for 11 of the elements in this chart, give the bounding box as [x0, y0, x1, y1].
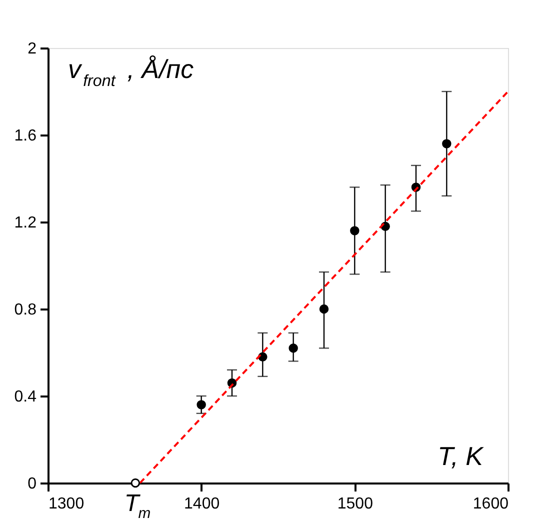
x-tick-label: 1300: [48, 496, 84, 512]
y-tick-label: 1.2: [14, 214, 37, 232]
x-tick-label: 1400: [184, 496, 220, 512]
y-tick-label: 1.6: [14, 128, 37, 144]
y-tick-label: 2: [28, 40, 37, 58]
x-axis-title: T, K: [438, 441, 485, 471]
y-tick-label: 0: [28, 476, 37, 492]
y-tick-label: 0.4: [14, 388, 37, 406]
x-tick-label: 1600: [472, 496, 509, 512]
y-tick-label: 0.8: [14, 302, 37, 318]
x-tick-label: 1500: [337, 496, 374, 512]
